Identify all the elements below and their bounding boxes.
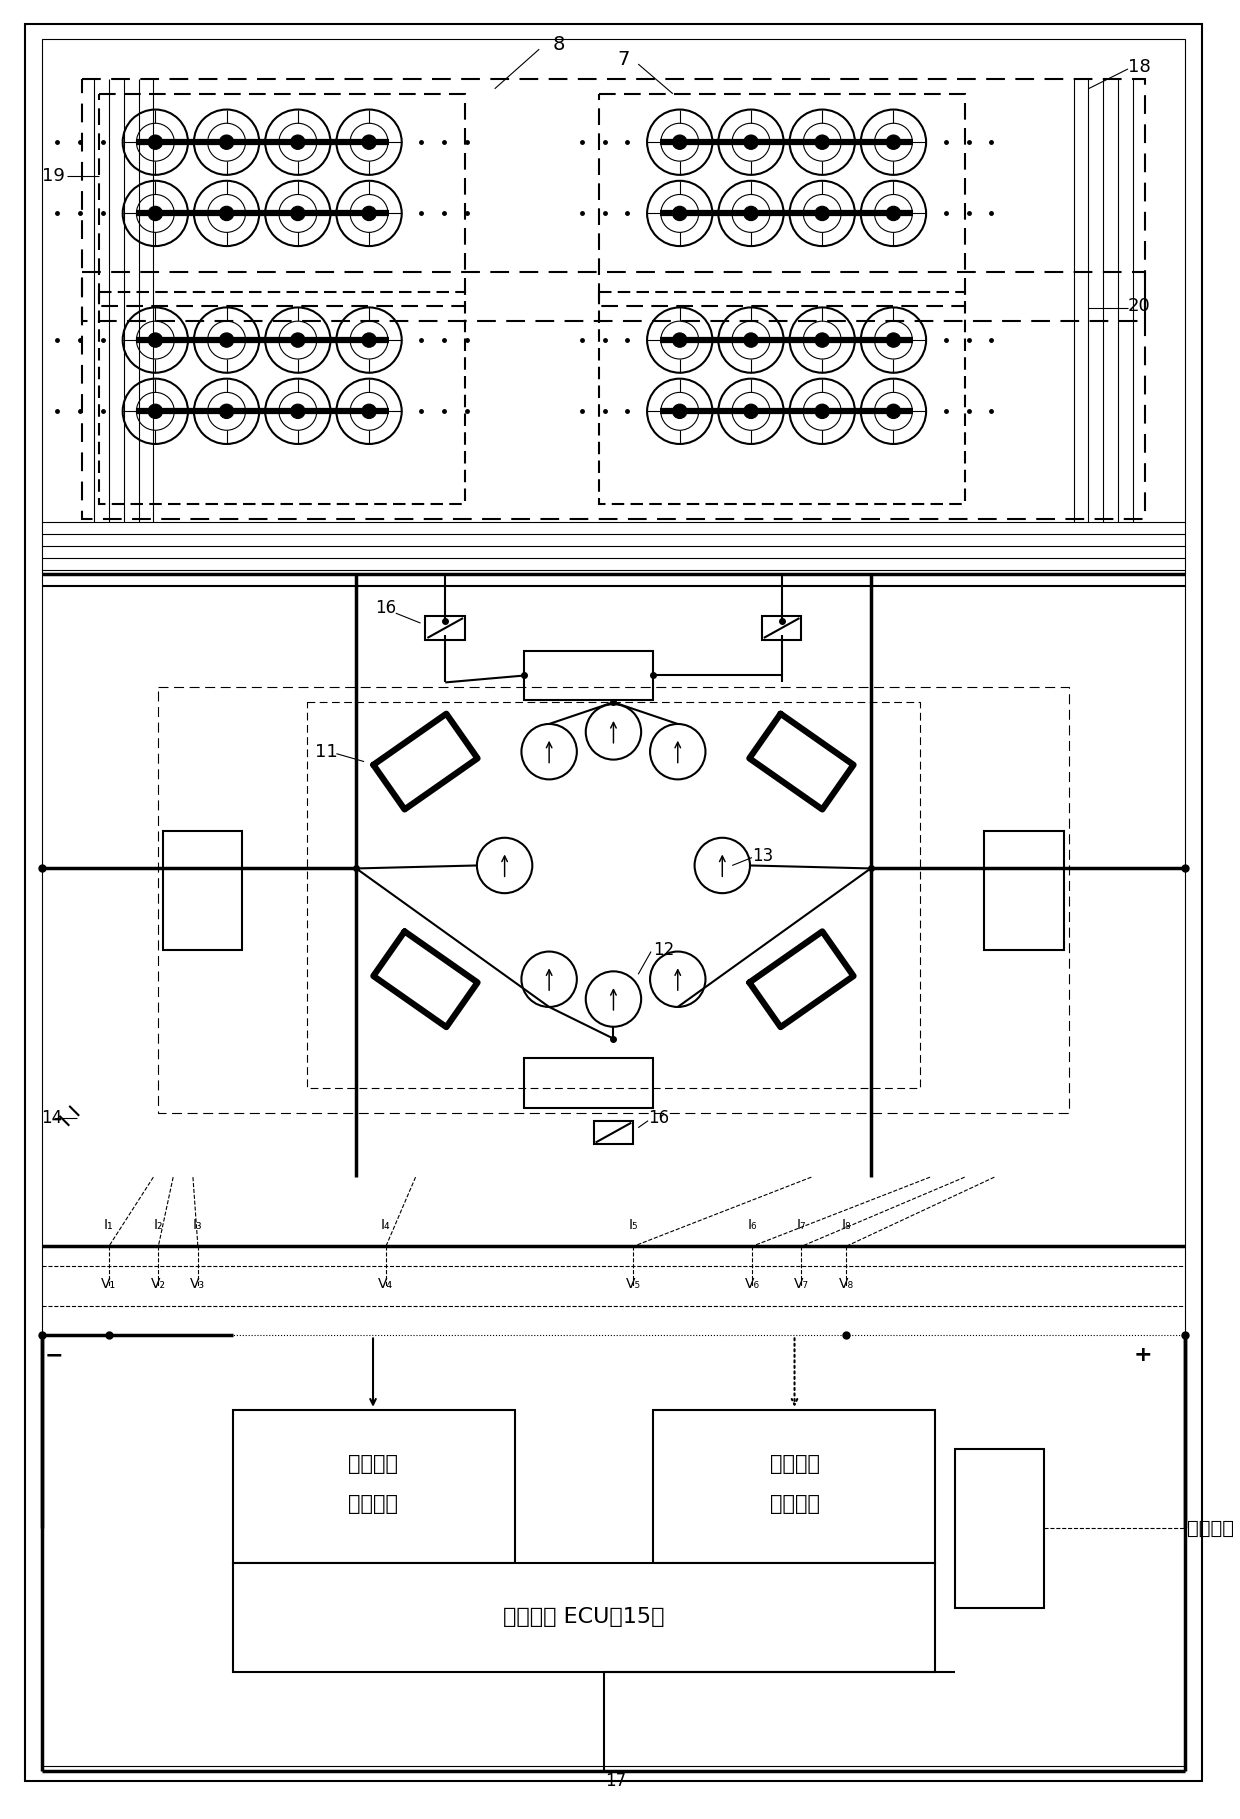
Circle shape: [744, 135, 758, 149]
Circle shape: [887, 404, 900, 418]
Text: 8: 8: [553, 35, 565, 55]
Circle shape: [362, 135, 376, 149]
Circle shape: [744, 206, 758, 220]
Circle shape: [672, 135, 687, 149]
Text: 12: 12: [653, 940, 675, 959]
Bar: [985, 831, 1064, 950]
Circle shape: [672, 333, 687, 347]
Text: V₆: V₆: [744, 1277, 759, 1291]
Circle shape: [290, 404, 305, 418]
Bar: [82, 78, 1145, 322]
Circle shape: [362, 404, 376, 418]
Circle shape: [815, 333, 830, 347]
Bar: [425, 617, 465, 640]
Text: V₄: V₄: [378, 1277, 393, 1291]
Text: V₇: V₇: [794, 1277, 808, 1291]
Text: 7: 7: [618, 49, 630, 69]
Text: +: +: [1133, 1346, 1152, 1366]
Bar: [99, 95, 465, 306]
Bar: [159, 688, 1069, 1113]
Bar: [599, 291, 965, 504]
Text: I₄: I₄: [381, 1217, 391, 1231]
Bar: [99, 291, 465, 504]
Text: −: −: [45, 1346, 63, 1366]
Circle shape: [362, 206, 376, 220]
Circle shape: [887, 135, 900, 149]
Bar: [82, 271, 1145, 518]
Text: V₅: V₅: [626, 1277, 641, 1291]
Circle shape: [290, 135, 305, 149]
Circle shape: [887, 333, 900, 347]
Text: V₂: V₂: [151, 1277, 166, 1291]
Circle shape: [290, 333, 305, 347]
Circle shape: [672, 206, 687, 220]
Text: I₁: I₁: [104, 1217, 114, 1231]
Text: 输入端口: 输入端口: [348, 1493, 398, 1513]
Circle shape: [219, 404, 234, 418]
Text: I₂: I₂: [154, 1217, 162, 1231]
Bar: [306, 702, 920, 1088]
Text: 直流输出: 直流输出: [1188, 1519, 1234, 1537]
Bar: [594, 1121, 634, 1144]
Circle shape: [148, 206, 162, 220]
Text: I₈: I₈: [841, 1217, 851, 1231]
Circle shape: [815, 135, 830, 149]
Text: 11: 11: [315, 742, 337, 760]
Bar: [525, 651, 653, 700]
Circle shape: [219, 206, 234, 220]
Circle shape: [148, 135, 162, 149]
Text: 16: 16: [376, 598, 397, 617]
Circle shape: [672, 404, 687, 418]
Text: 电源管理 ECU（15）: 电源管理 ECU（15）: [503, 1608, 665, 1628]
Text: 13: 13: [751, 846, 774, 864]
Circle shape: [290, 206, 305, 220]
Circle shape: [744, 404, 758, 418]
Bar: [164, 831, 242, 950]
Text: 输入端口: 输入端口: [770, 1493, 820, 1513]
Circle shape: [219, 333, 234, 347]
Bar: [233, 1563, 935, 1672]
Circle shape: [887, 206, 900, 220]
Text: 14: 14: [42, 1110, 63, 1126]
Circle shape: [744, 333, 758, 347]
Text: I₃: I₃: [193, 1217, 202, 1231]
Text: 20: 20: [1128, 298, 1151, 315]
Bar: [761, 617, 801, 640]
Circle shape: [148, 404, 162, 418]
Text: 电压数据: 电压数据: [770, 1453, 820, 1473]
Text: 电流数据: 电流数据: [348, 1453, 398, 1473]
Text: 17: 17: [605, 1772, 626, 1790]
Bar: [525, 1059, 653, 1108]
Text: I₅: I₅: [629, 1217, 639, 1231]
Text: V₁: V₁: [102, 1277, 117, 1291]
Text: V₃: V₃: [190, 1277, 206, 1291]
Circle shape: [362, 333, 376, 347]
Circle shape: [815, 404, 830, 418]
Text: 19: 19: [42, 167, 64, 186]
Bar: [599, 95, 965, 306]
Text: 18: 18: [1128, 58, 1151, 76]
Bar: [653, 1410, 935, 1563]
Circle shape: [815, 206, 830, 220]
Circle shape: [219, 135, 234, 149]
Circle shape: [148, 333, 162, 347]
Text: I₇: I₇: [796, 1217, 806, 1231]
Text: I₆: I₆: [748, 1217, 756, 1231]
Bar: [233, 1410, 515, 1563]
Text: V₈: V₈: [838, 1277, 853, 1291]
Text: 16: 16: [649, 1110, 670, 1126]
Bar: [955, 1450, 1044, 1608]
